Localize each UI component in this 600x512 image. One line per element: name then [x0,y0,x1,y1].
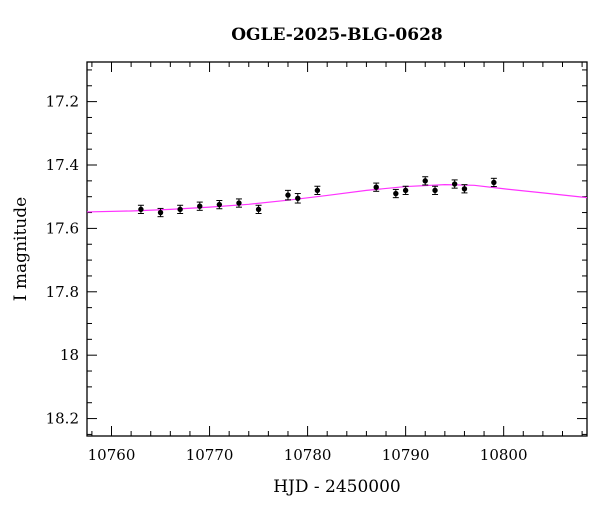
data-point-marker [314,187,321,194]
x-tick-label: 10790 [382,446,430,464]
y-tick-label: 17.6 [46,219,79,237]
chart-title: OGLE-2025-BLG-0628 [231,25,443,45]
x-tick-label: 10760 [88,446,136,464]
data-point-marker [255,206,262,213]
data-point [461,184,468,194]
y-tick-label: 18 [60,346,79,364]
data-point-marker [432,187,438,194]
data-point [196,201,203,211]
data-point [157,207,164,218]
data-point [235,198,242,208]
y-tick-label: 17.4 [46,156,79,174]
data-point [490,177,497,188]
model-curve-line [86,184,588,213]
data-point-marker [393,190,399,197]
model-curve-group [86,184,588,213]
data-point [314,185,321,195]
axis-ticks: 10760 10770 10780 10790 10800 17.2 17.4 17.6 17.… [46,62,587,464]
x-axis-label: HJD - 2450000 [273,477,401,497]
data-point-marker [197,203,203,209]
data-point-marker [216,201,223,208]
data-point-marker [236,200,242,206]
data-point-marker [138,206,144,213]
data-point [402,185,409,195]
data-point [373,182,380,192]
data-point [392,188,399,199]
plot-frame [86,61,588,437]
data-point [216,200,223,210]
data-point [137,204,144,215]
data-point-marker [451,181,458,187]
data-point-marker [373,184,379,190]
data-point-marker [295,195,301,201]
data-point-marker [491,179,497,186]
data-point [422,176,429,186]
x-tick-label: 10780 [284,446,332,464]
y-tick-label: 17.8 [46,283,79,301]
data-point-marker [461,186,468,192]
data-point-marker [177,206,183,213]
data-point-marker [285,192,291,198]
data-point [284,189,291,201]
data-points-group [137,176,497,218]
data-point [255,204,262,215]
y-tick-label: 17.2 [46,93,79,111]
data-point-marker [422,178,428,184]
y-axis-label: I magnitude [11,197,31,301]
data-point-marker [402,187,409,194]
y-tick-label: 18.2 [46,410,79,428]
data-point [451,179,458,189]
x-tick-label: 10770 [186,446,234,464]
x-tick-label: 10800 [480,446,528,464]
data-point-marker [157,209,164,216]
data-point [177,204,184,215]
data-point [432,185,439,195]
data-point [294,193,301,204]
